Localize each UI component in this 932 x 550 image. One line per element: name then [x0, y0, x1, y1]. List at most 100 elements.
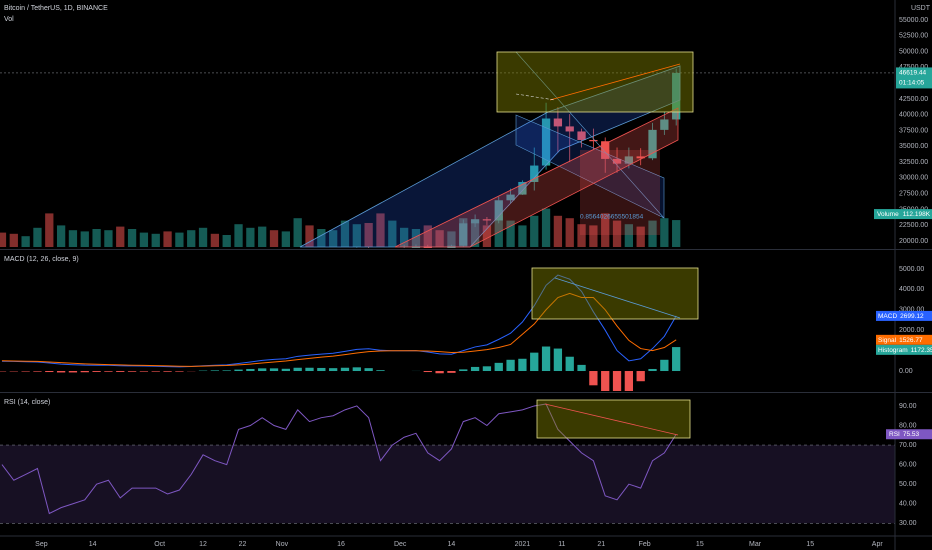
y-tick-label: 60.00 [899, 461, 917, 468]
histogram-bar [127, 371, 137, 372]
histogram-bar [234, 369, 243, 372]
y-tick-label: 40.00 [899, 501, 917, 508]
candle-body [470, 219, 480, 224]
x-tick-label: 2021 [515, 541, 531, 548]
candle-body [482, 219, 492, 221]
value-tag: MACD 2699.12 [878, 313, 924, 320]
histogram-bar [612, 371, 622, 391]
y-tick-label: 4000.00 [899, 286, 924, 293]
volume-bar [447, 231, 456, 247]
volume-bar [305, 225, 314, 247]
trend-line [549, 63, 681, 101]
series-value: 2699.12 [900, 313, 924, 320]
candle-body [660, 119, 669, 130]
candle-body [530, 165, 539, 182]
price-tag-bg [896, 67, 932, 89]
histogram-bar [541, 346, 551, 372]
volume-bar [317, 229, 326, 247]
candle-body [565, 126, 574, 132]
x-tick-label: Feb [639, 541, 651, 548]
volume-bar [577, 224, 586, 247]
volume-bar [530, 215, 539, 247]
histogram-bar [636, 371, 645, 382]
x-tick-label: Apr [872, 541, 884, 548]
volume-bar [104, 230, 113, 247]
series-value: 1526.77 [899, 337, 923, 344]
rsi-band [0, 445, 895, 524]
volume-bar [198, 227, 208, 247]
volume-title: Vol [4, 16, 14, 23]
y-tick-label: 90.00 [899, 403, 917, 410]
volume-bar [234, 224, 243, 247]
volume-bar [423, 225, 432, 247]
series-name: RSI [889, 431, 900, 438]
volume-bar [660, 218, 669, 247]
histogram-bar [329, 368, 338, 372]
value-tag: Signal 1526.77 [878, 337, 923, 344]
candle-body [601, 141, 610, 159]
histogram-bar [660, 359, 669, 372]
trend-line [554, 277, 681, 319]
highlight-box [496, 51, 694, 113]
y-tick-label: 32500.00 [899, 159, 928, 166]
y-tick-label: 70.00 [899, 442, 917, 449]
series-line [1, 403, 677, 515]
x-tick-label: 21 [597, 541, 605, 548]
histogram-bar [210, 370, 220, 372]
volume-bar [127, 229, 137, 247]
volume-bar [9, 233, 18, 247]
histogram-bar [340, 367, 350, 372]
countdown: 01:14:05 [899, 80, 925, 87]
volume-bar [589, 225, 598, 247]
y-tick-label: 52500.00 [899, 33, 928, 40]
x-tick-label: 15 [696, 541, 704, 548]
value-tag-bg [886, 429, 932, 440]
volume-bar [329, 230, 338, 247]
volume-bar [187, 230, 196, 247]
value-tag-bg [876, 344, 932, 355]
histogram-bar [175, 371, 184, 372]
histogram-bar [553, 348, 563, 372]
histogram-bar [518, 358, 527, 372]
y-tick-label: 5000.00 [899, 266, 924, 273]
candle-body [624, 156, 634, 164]
x-tick-label: 14 [89, 541, 97, 548]
volume-bar [210, 233, 220, 247]
y-tick-label: 0.00 [899, 368, 913, 375]
candle-body [612, 158, 622, 164]
series-value: 1172.35 [911, 347, 932, 354]
volume-bar [139, 232, 149, 247]
volume-bar [92, 229, 101, 247]
currency: USDT [911, 5, 931, 12]
y-tick-label: 50.00 [899, 481, 917, 488]
histogram-bar [565, 356, 574, 372]
histogram-bar [577, 364, 586, 372]
volume-bar [80, 231, 89, 247]
volume-value: 112.198K [903, 211, 931, 218]
volume-bar [636, 226, 645, 247]
volume-bar [376, 213, 385, 247]
value-tag-bg [876, 310, 932, 321]
volume-bar [612, 220, 622, 247]
volume-bar [411, 229, 421, 247]
histogram-bar [104, 371, 113, 372]
candle-body [589, 139, 598, 142]
histogram-bar [21, 371, 30, 372]
y-tick-label: 22500.00 [899, 222, 928, 229]
volume-bar [352, 224, 361, 247]
histogram-bar [459, 369, 468, 372]
volume-tag: Volume 112.198K [877, 211, 931, 218]
volume-bar [68, 230, 78, 247]
histogram-bar [222, 370, 231, 372]
volume-bar [175, 232, 184, 247]
volume-bar [0, 232, 7, 247]
histogram-bar [435, 371, 444, 374]
candle-body [636, 156, 645, 159]
candle-body [541, 118, 551, 166]
y-tick-label: 40000.00 [899, 112, 928, 119]
y-tick-label: 37500.00 [899, 127, 928, 134]
price-tag: 46619.44 [899, 70, 926, 77]
